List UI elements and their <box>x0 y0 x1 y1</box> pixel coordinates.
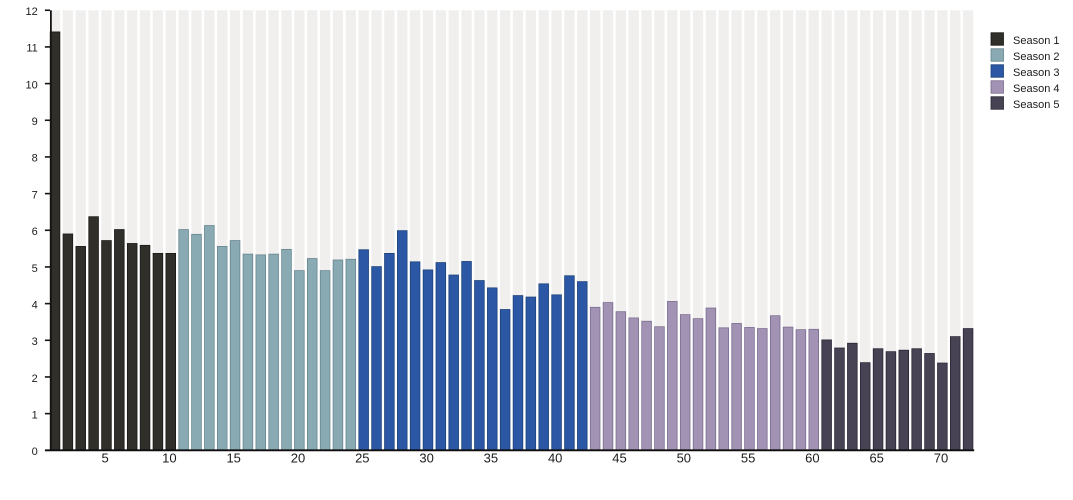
svg-text:55: 55 <box>741 451 755 466</box>
svg-text:7: 7 <box>32 189 38 201</box>
svg-text:0: 0 <box>32 446 38 458</box>
svg-text:Season 1: Season 1 <box>1013 35 1059 47</box>
svg-text:1: 1 <box>32 409 38 421</box>
svg-text:6: 6 <box>32 226 38 238</box>
svg-text:45: 45 <box>612 451 626 466</box>
svg-text:4: 4 <box>32 299 38 311</box>
svg-text:10: 10 <box>26 79 38 91</box>
svg-text:2: 2 <box>32 373 38 385</box>
svg-text:3: 3 <box>32 336 38 348</box>
svg-text:30: 30 <box>419 451 433 466</box>
svg-text:11: 11 <box>26 43 37 55</box>
svg-text:15: 15 <box>226 451 240 466</box>
svg-text:35: 35 <box>484 451 498 466</box>
svg-text:5: 5 <box>101 451 108 466</box>
svg-text:10: 10 <box>162 451 176 466</box>
svg-text:20: 20 <box>291 451 305 466</box>
svg-text:9: 9 <box>32 116 38 128</box>
svg-text:8: 8 <box>32 153 38 165</box>
svg-text:5: 5 <box>32 263 38 275</box>
svg-text:40: 40 <box>548 451 562 466</box>
svg-text:Season 2: Season 2 <box>1013 51 1059 63</box>
svg-text:Season 3: Season 3 <box>1013 67 1059 79</box>
svg-text:25: 25 <box>355 451 369 466</box>
svg-text:60: 60 <box>805 451 819 466</box>
svg-text:Season 4: Season 4 <box>1013 83 1059 95</box>
svg-text:12: 12 <box>26 6 38 18</box>
svg-text:Season 5: Season 5 <box>1013 99 1059 111</box>
svg-text:70: 70 <box>934 451 948 466</box>
svg-text:50: 50 <box>677 451 691 466</box>
svg-text:65: 65 <box>869 451 883 466</box>
